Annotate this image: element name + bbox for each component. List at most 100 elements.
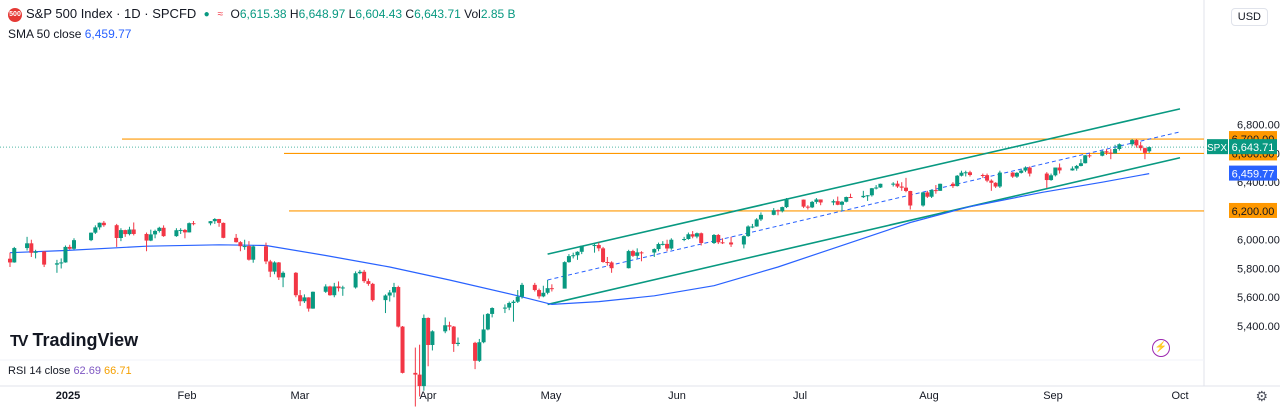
candle xyxy=(609,261,614,273)
candle-body xyxy=(63,246,68,263)
ohlc-low: L6,604.43 xyxy=(348,7,403,21)
candle-body xyxy=(1134,140,1139,146)
candle xyxy=(174,228,179,237)
candle xyxy=(1049,173,1054,181)
candle-body xyxy=(392,287,396,293)
candle xyxy=(626,249,631,269)
candle-body xyxy=(1049,175,1054,181)
lightning-icon[interactable]: ⚡ xyxy=(1152,339,1170,357)
candle-body xyxy=(144,233,149,241)
symbol-legend[interactable]: 500 S&P 500 Index · 1D · SPCFD ● ≈ O6,615.… xyxy=(8,6,516,22)
settings-gear-icon[interactable]: ⚙ xyxy=(1255,388,1268,404)
candle xyxy=(118,228,123,242)
candle xyxy=(148,229,153,242)
candle xyxy=(801,199,806,209)
candle-body xyxy=(929,190,934,197)
rsi-legend[interactable]: RSI 14 close 62.69 66.71 xyxy=(8,365,132,377)
candle xyxy=(443,317,448,334)
time-axis-label: Jul xyxy=(793,390,807,402)
time-axis-label: Feb xyxy=(178,390,197,402)
wave-icon[interactable]: ≈ xyxy=(217,9,224,21)
candle xyxy=(780,206,785,213)
candle xyxy=(729,236,734,247)
candle xyxy=(490,307,495,318)
candle xyxy=(985,173,990,183)
candle xyxy=(933,185,938,194)
candle-body xyxy=(780,207,785,212)
candle-body xyxy=(251,246,256,260)
candle xyxy=(741,235,746,249)
candle-body xyxy=(97,222,102,228)
candle-body xyxy=(869,188,874,196)
candle-body xyxy=(332,286,337,296)
candle-body xyxy=(1010,172,1015,177)
price-tag-label: 6,459.77 xyxy=(1232,169,1275,181)
candle-body xyxy=(59,262,64,264)
candle xyxy=(1138,141,1143,151)
candle xyxy=(716,233,721,245)
candle-body xyxy=(178,229,183,231)
candle xyxy=(456,337,460,347)
candle xyxy=(968,170,972,177)
candle-body xyxy=(340,287,345,289)
candle xyxy=(387,290,392,302)
candle-body xyxy=(161,227,166,237)
level-price-tag: 6,200.00 xyxy=(1229,202,1277,218)
candle-body xyxy=(545,288,550,293)
candle xyxy=(366,278,371,286)
candle-body xyxy=(801,199,806,207)
candle-body xyxy=(592,245,597,247)
candle xyxy=(264,242,268,265)
spx-name-box xyxy=(1207,139,1228,155)
candle xyxy=(234,233,239,243)
tradingview-logo[interactable]: TV TradingView xyxy=(10,330,138,351)
market-status-icon[interactable]: ● xyxy=(203,9,210,21)
candle xyxy=(639,251,644,262)
candle-body xyxy=(157,227,162,231)
time-axis-label: Jun xyxy=(668,390,686,402)
candle-body xyxy=(118,230,123,238)
candle-body xyxy=(272,262,277,272)
candle xyxy=(473,341,478,370)
candle xyxy=(336,281,341,292)
candle xyxy=(635,248,640,259)
candle xyxy=(652,248,657,257)
candle xyxy=(545,279,550,295)
candle-body xyxy=(443,325,448,332)
candle-body xyxy=(507,302,512,308)
candle-body xyxy=(1117,144,1122,149)
candle-body xyxy=(264,246,268,262)
candle-body xyxy=(1053,167,1058,176)
price-axis-label: 5,400.00 xyxy=(1237,321,1280,333)
candle-body xyxy=(426,317,431,345)
candle xyxy=(818,199,823,206)
candle-body xyxy=(754,219,759,227)
symbol-title[interactable]: S&P 500 Index · 1D · SPCFD xyxy=(26,6,197,21)
candle-body xyxy=(716,234,721,243)
candle-body xyxy=(72,240,76,249)
candle-body xyxy=(353,273,358,288)
candle xyxy=(989,179,994,191)
candle-body xyxy=(298,295,303,302)
sma-legend[interactable]: SMA 50 close 6,459.77 xyxy=(8,27,131,41)
candle xyxy=(980,173,985,178)
candle xyxy=(844,196,849,203)
candle-body xyxy=(33,251,38,253)
candle xyxy=(272,261,277,275)
candle-body xyxy=(281,272,286,278)
candle xyxy=(810,200,815,209)
currency-selector[interactable]: USD xyxy=(1230,8,1268,26)
candle xyxy=(208,221,213,226)
candle xyxy=(59,258,64,269)
candle xyxy=(1104,149,1109,155)
candle-body xyxy=(1019,170,1024,173)
candle xyxy=(293,272,298,298)
candle xyxy=(950,182,955,188)
candle xyxy=(25,236,30,251)
candle-body xyxy=(682,239,687,241)
candle xyxy=(42,251,47,268)
candle xyxy=(891,182,896,187)
candle-body xyxy=(694,233,699,237)
candle xyxy=(682,236,687,242)
